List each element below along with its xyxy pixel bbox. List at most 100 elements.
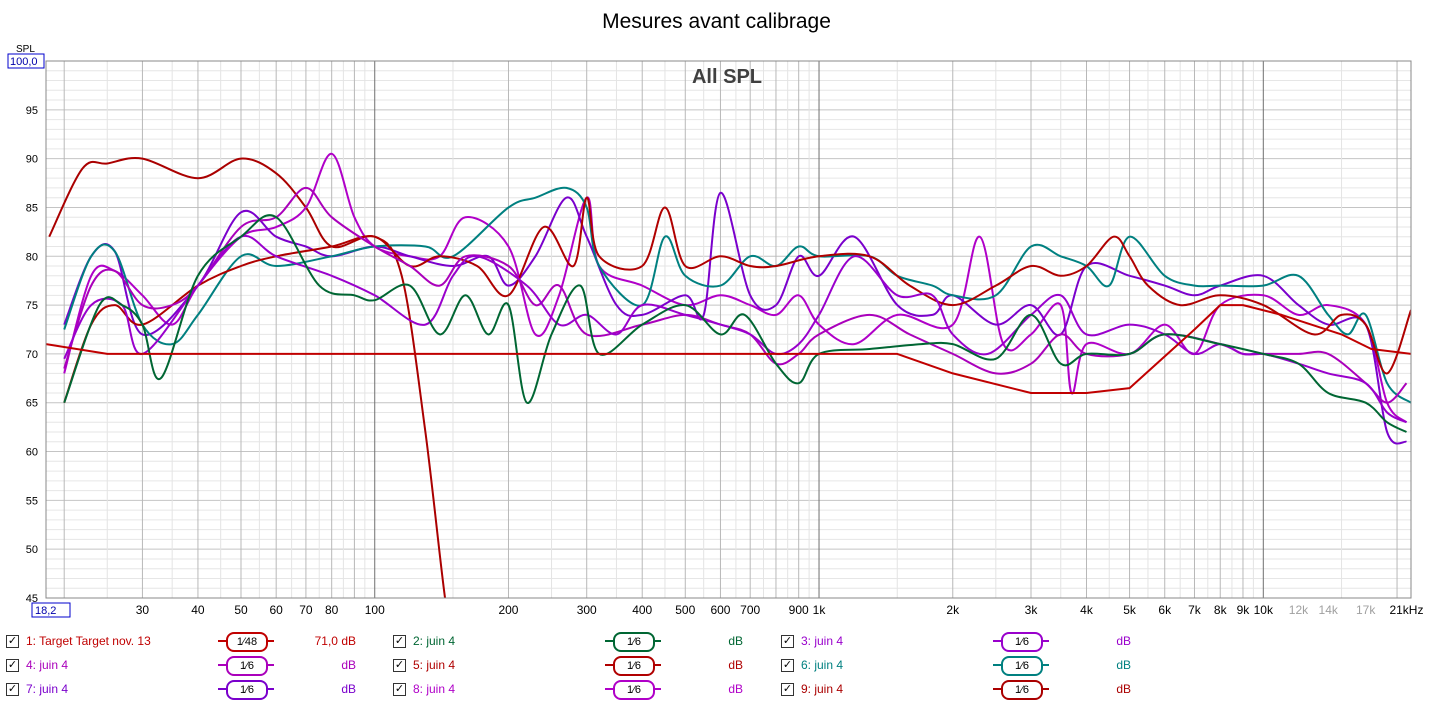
legend-value: dB xyxy=(1116,658,1131,672)
x-tick-label: 500 xyxy=(675,603,695,617)
smoothing-button[interactable]: 1⁄6 xyxy=(613,656,655,676)
legend-row: ✓ 4: juin 4 1⁄6 dB ✓ 5: juin 4 1⁄6 dB ✓ 6: juin 4… xyxy=(0,656,1433,678)
visibility-checkbox[interactable]: ✓ xyxy=(781,635,794,648)
x-tick-label: 70 xyxy=(299,603,313,617)
series-line-8 xyxy=(63,152,1408,424)
legend-value: dB xyxy=(728,682,743,696)
x-tick-label: 40 xyxy=(191,603,205,617)
smoothing-button[interactable]: 1⁄6 xyxy=(226,680,268,700)
y-tick-label: 85 xyxy=(26,202,38,214)
legend-item: ✓ 3: juin 4 1⁄6 dB xyxy=(781,632,1161,654)
legend-item: ✓ 1: Target Target nov. 13 1⁄48 71,0 dB xyxy=(6,632,386,654)
smoothing-button[interactable]: 1⁄48 xyxy=(226,632,268,652)
series-lines xyxy=(46,152,1411,598)
legend-label: 9: juin 4 xyxy=(801,682,844,696)
series-line-5 xyxy=(63,196,1411,404)
x-tick-label: 700 xyxy=(740,603,760,617)
legend-value: dB xyxy=(341,682,356,696)
legend-value: dB xyxy=(341,658,356,672)
plot-frame xyxy=(45,60,1412,599)
x-min-label: 18,2 xyxy=(35,605,56,617)
x-tick-label: 1k xyxy=(813,603,827,617)
x-tick-label: 50 xyxy=(234,603,248,617)
legend-row: ✓ 7: juin 4 1⁄6 dB ✓ 8: juin 4 1⁄6 dB ✓ 9: juin 4… xyxy=(0,680,1433,702)
x-tick-label: 3k xyxy=(1025,603,1039,617)
x-tick-label: 9k xyxy=(1237,603,1251,617)
legend-label: 1: Target Target nov. 13 xyxy=(26,634,151,648)
smoothing-button[interactable]: 1⁄6 xyxy=(1001,680,1043,700)
x-tick-label: 17k xyxy=(1356,603,1376,617)
visibility-checkbox[interactable]: ✓ xyxy=(393,635,406,648)
y-tick-label: 45 xyxy=(26,593,38,605)
legend-label: 5: juin 4 xyxy=(413,658,456,672)
x-tick-label: 80 xyxy=(325,603,339,617)
visibility-checkbox[interactable]: ✓ xyxy=(6,683,19,696)
y-tick-label: 50 xyxy=(26,544,38,556)
smoothing-button[interactable]: 1⁄6 xyxy=(1001,656,1043,676)
legend-item: ✓ 5: juin 4 1⁄6 dB xyxy=(393,656,773,678)
x-tick-label: 200 xyxy=(498,603,518,617)
y-tick-label: 90 xyxy=(26,154,38,166)
series-line-7 xyxy=(63,191,1407,445)
visibility-checkbox[interactable]: ✓ xyxy=(781,659,794,672)
y-tick-label: 80 xyxy=(26,251,38,263)
legend-item: ✓ 7: juin 4 1⁄6 dB xyxy=(6,680,386,702)
legend-item: ✓ 9: juin 4 1⁄6 dB xyxy=(781,680,1161,702)
legend-item: ✓ 6: juin 4 1⁄6 dB xyxy=(781,656,1161,678)
legend-label: 8: juin 4 xyxy=(413,682,456,696)
x-tick-label: 900 xyxy=(789,603,809,617)
x-min-box[interactable] xyxy=(31,602,71,618)
x-tick-label: 4k xyxy=(1080,603,1094,617)
x-axis-ticks: 30 40 50 60 70 80 100 200 300 400 500 600 700 900 1k 2k… xyxy=(136,603,1424,617)
smoothing-button[interactable]: 1⁄6 xyxy=(613,632,655,652)
x-tick-label: 600 xyxy=(710,603,730,617)
y-max-label: 100,0 xyxy=(10,56,38,68)
y-tick-label: 75 xyxy=(26,300,38,312)
x-tick-label: 300 xyxy=(577,603,597,617)
legend-label: 2: juin 4 xyxy=(413,634,456,648)
series-line-2 xyxy=(63,214,1407,433)
x-tick-label: 14k xyxy=(1319,603,1339,617)
x-tick-label: 5k xyxy=(1123,603,1137,617)
y-tick-label: 70 xyxy=(26,349,38,361)
legend-label: 3: juin 4 xyxy=(801,634,844,648)
chart-plot[interactable]: 95 90 85 80 75 70 65 60 55 50 45 30 40 50 60 70 80 100 20… xyxy=(0,0,1433,628)
x-tick-label: 2k xyxy=(946,603,960,617)
x-tick-label: 7k xyxy=(1188,603,1202,617)
legend-label: 7: juin 4 xyxy=(26,682,69,696)
x-tick-label: 6k xyxy=(1158,603,1172,617)
x-tick-label: 60 xyxy=(269,603,283,617)
legend-item: ✓ 2: juin 4 1⁄6 dB xyxy=(393,632,773,654)
visibility-checkbox[interactable]: ✓ xyxy=(393,683,406,696)
legend-value: dB xyxy=(1116,682,1131,696)
legend-row: ✓ 1: Target Target nov. 13 1⁄48 71,0 dB ✓ 2: … xyxy=(0,632,1433,654)
visibility-checkbox[interactable]: ✓ xyxy=(393,659,406,672)
legend-label: 4: juin 4 xyxy=(26,658,69,672)
smoothing-button[interactable]: 1⁄6 xyxy=(1001,632,1043,652)
x-tick-label: 21kHz xyxy=(1389,603,1423,617)
x-tick-label: 30 xyxy=(136,603,150,617)
x-tick-label: 100 xyxy=(365,603,385,617)
chart-title: Mesures avant calibrage xyxy=(602,10,831,33)
legend-item: ✓ 8: juin 4 1⁄6 dB xyxy=(393,680,773,702)
series-line-1 xyxy=(46,304,1411,394)
legend-item: ✓ 4: juin 4 1⁄6 dB xyxy=(6,656,386,678)
x-tick-label: 12k xyxy=(1289,603,1309,617)
visibility-checkbox[interactable]: ✓ xyxy=(781,683,794,696)
x-tick-label: 8k xyxy=(1214,603,1228,617)
y-max-box[interactable] xyxy=(7,53,45,69)
x-tick-label: 400 xyxy=(632,603,652,617)
legend-value: dB xyxy=(728,658,743,672)
y-tick-label: 95 xyxy=(26,105,38,117)
y-tick-label: 65 xyxy=(26,398,38,410)
smoothing-button[interactable]: 1⁄6 xyxy=(613,680,655,700)
chart-subtitle: All SPL xyxy=(692,66,762,88)
smoothing-button[interactable]: 1⁄6 xyxy=(226,656,268,676)
visibility-checkbox[interactable]: ✓ xyxy=(6,659,19,672)
y-tick-label: 60 xyxy=(26,447,38,459)
legend-value: dB xyxy=(1116,634,1131,648)
visibility-checkbox[interactable]: ✓ xyxy=(6,635,19,648)
legend-value: 71,0 dB xyxy=(314,634,356,648)
legend-value: dB xyxy=(728,634,743,648)
legend-label: 6: juin 4 xyxy=(801,658,844,672)
